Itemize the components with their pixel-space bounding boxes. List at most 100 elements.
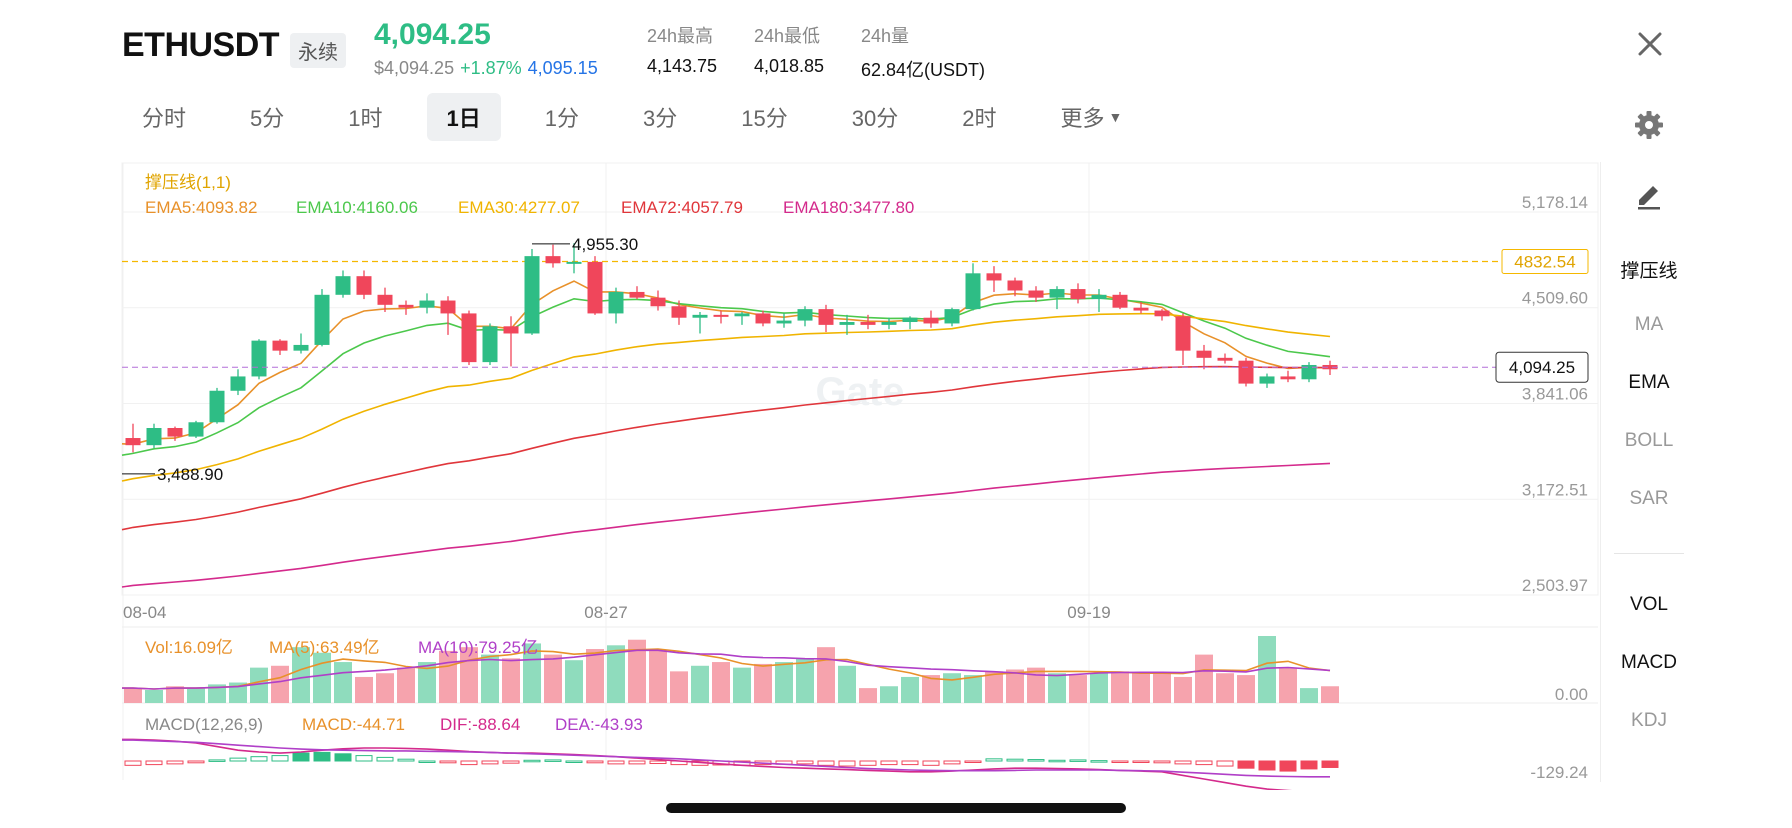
candle-body xyxy=(881,322,897,325)
indicator-sar[interactable]: SAR xyxy=(1629,488,1669,509)
volume-bar xyxy=(880,686,898,703)
tab-3m[interactable]: 3分 xyxy=(643,106,678,131)
tab-1h[interactable]: 1时 xyxy=(348,106,383,131)
candle-body xyxy=(713,314,729,317)
tab-30m[interactable]: 30分 xyxy=(851,106,899,131)
macd-line xyxy=(122,738,1293,790)
candlestick-chart[interactable]: 5,178.14 4,509.60 3,841.06 3,172.51 2,503.97… xyxy=(0,0,1600,790)
indicator-boll[interactable]: BOLL xyxy=(1624,430,1674,451)
candle-body xyxy=(839,322,855,325)
candle-body xyxy=(1280,376,1296,380)
macd-bar xyxy=(649,760,667,765)
tab-5m[interactable]: 5分 xyxy=(250,106,285,131)
volume-bar xyxy=(796,658,814,703)
volume-bar xyxy=(334,662,352,703)
volume-bar xyxy=(187,688,205,703)
candle-body xyxy=(503,326,519,334)
candle-body xyxy=(335,276,351,295)
stat-label: 24h量 xyxy=(861,26,910,46)
candle-body xyxy=(440,300,456,314)
indicator-support-resistance[interactable]: 撑压线 xyxy=(1620,261,1678,282)
macd-bar xyxy=(376,756,394,762)
volume-bar xyxy=(1132,673,1150,703)
candle-body xyxy=(146,427,162,446)
indicator-ma[interactable]: MA xyxy=(1634,314,1664,335)
tab-15m[interactable]: 15分 xyxy=(741,106,788,131)
pen-draw-icon[interactable] xyxy=(1632,178,1666,212)
min-price-label: 3,488.90 xyxy=(157,465,223,484)
macd-bar xyxy=(208,759,226,762)
candle-body xyxy=(1112,294,1128,308)
macd-bar xyxy=(313,751,331,762)
ema-legend: EMA10:4160.06 xyxy=(296,198,418,217)
volume-ma-line xyxy=(122,649,1331,690)
macd-bar xyxy=(481,760,499,765)
tab-2h[interactable]: 2时 xyxy=(962,106,997,131)
candle-body xyxy=(1217,357,1233,361)
macd-bar xyxy=(586,760,604,764)
volume-bar xyxy=(775,662,793,703)
macd-bar xyxy=(565,760,583,763)
candle-body xyxy=(797,309,813,321)
tab-more[interactable]: 更多 ▼ xyxy=(1040,93,1142,141)
volume-y-tick: 0.00 xyxy=(1555,685,1588,704)
macd-bar xyxy=(187,760,205,764)
indicator-macd[interactable]: MACD xyxy=(1621,652,1677,673)
volume-bar xyxy=(292,647,310,703)
volume-bar xyxy=(1258,636,1276,703)
ema-line xyxy=(121,365,1331,531)
candle-body xyxy=(692,314,708,318)
candle-body xyxy=(1028,290,1044,298)
macd-bar xyxy=(628,760,646,765)
candle-body xyxy=(965,273,981,310)
candle-body xyxy=(860,322,876,325)
candle-body xyxy=(629,291,645,298)
volume-bar xyxy=(586,649,604,703)
macd-bar xyxy=(1237,760,1255,769)
candle-body xyxy=(209,390,225,423)
macd-bar xyxy=(1006,758,1024,762)
volume-bar xyxy=(418,662,436,703)
macd-bar xyxy=(544,759,562,762)
volume-legend: Vol:16.09亿 xyxy=(145,638,233,657)
volume-bar xyxy=(124,688,142,703)
volume-bar xyxy=(733,667,751,703)
timeframe-tabs: 分时 5分 1时 1日 1分 3分 15分 30分 2时 更多 ▼ xyxy=(122,93,1166,141)
max-price-label: 4,955.30 xyxy=(572,235,638,254)
volume-bar xyxy=(1321,686,1339,703)
macd-bar xyxy=(964,760,982,763)
macd-bar xyxy=(922,760,940,766)
volume-bar xyxy=(1111,671,1129,703)
contract-type-badge: 永续 xyxy=(290,33,346,68)
indicator-vol[interactable]: VOL xyxy=(1629,594,1669,615)
tab-timeline[interactable]: 分时 xyxy=(142,106,187,131)
volume-bar xyxy=(544,654,562,703)
macd-bar xyxy=(439,760,457,764)
macd-bar xyxy=(1258,760,1276,771)
candle-body xyxy=(923,317,939,324)
symbol-title: ETHUSDT xyxy=(122,26,280,64)
volume-bar xyxy=(376,673,394,703)
macd-bar xyxy=(124,760,142,766)
volume-bar xyxy=(922,675,940,703)
gear-icon[interactable] xyxy=(1634,110,1664,140)
indicator-ema[interactable]: EMA xyxy=(1628,372,1670,393)
close-icon[interactable] xyxy=(1632,26,1668,62)
volume-bar xyxy=(1027,667,1045,703)
indicator-kdj[interactable]: KDJ xyxy=(1631,710,1667,731)
stat-24h-high: 24h最高 4,143.75 xyxy=(647,22,717,77)
volume-bar xyxy=(1237,675,1255,703)
candle-body xyxy=(818,309,834,325)
stat-value: 62.84亿(USDT) xyxy=(861,60,986,80)
macd-bar xyxy=(607,760,625,765)
macd-bar xyxy=(859,760,877,766)
macd-bar xyxy=(397,758,415,762)
macd-bar xyxy=(502,760,520,764)
volume-bar xyxy=(1069,675,1087,703)
macd-bar xyxy=(1300,760,1318,770)
macd-bar xyxy=(1090,760,1108,763)
macd-bar xyxy=(229,757,247,762)
tab-1m[interactable]: 1分 xyxy=(544,106,580,131)
current-price-label: 4,094.25 xyxy=(1509,358,1575,377)
tab-1d[interactable]: 1日 xyxy=(426,93,501,141)
